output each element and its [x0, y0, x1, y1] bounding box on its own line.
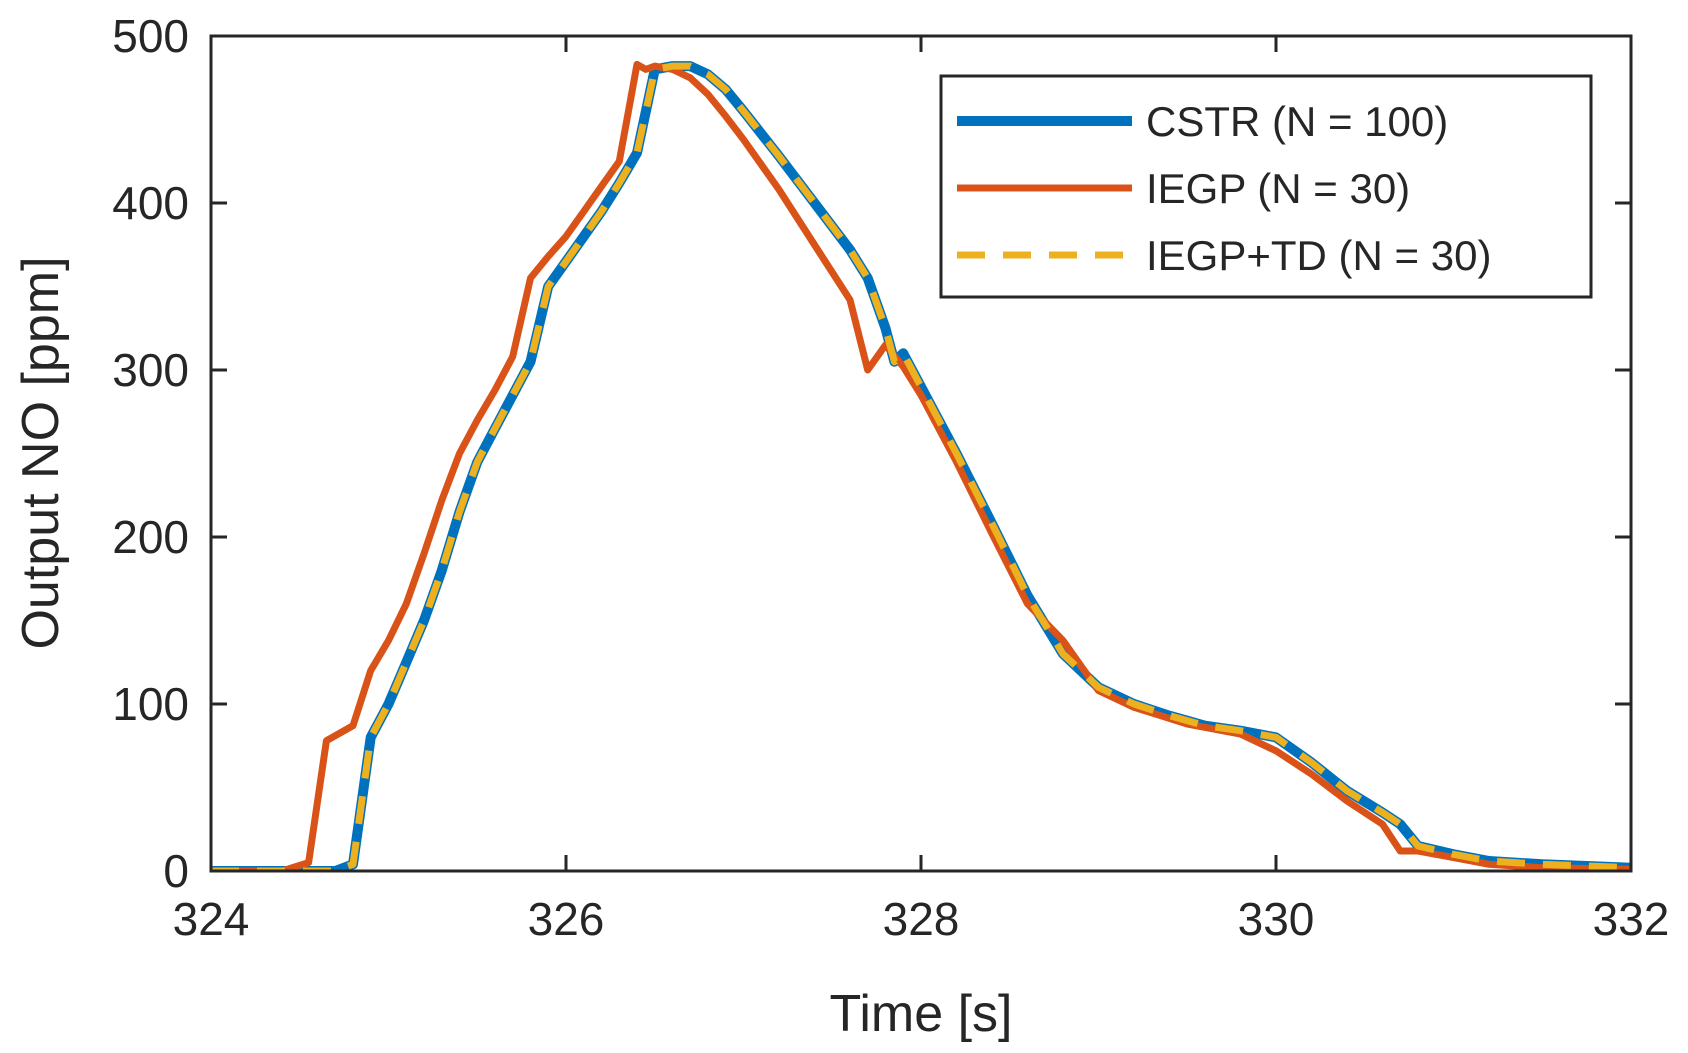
legend: CSTR (N = 100) IEGP (N = 30) IEGP+TD (N = … [939, 74, 1593, 299]
y-axis-ticks: 0 100 200 300 400 500 [112, 10, 1631, 897]
x-tick-label: 324 [173, 893, 250, 945]
y-tick-label: 300 [112, 344, 189, 396]
x-tick-label: 332 [1593, 893, 1670, 945]
x-tick-label: 330 [1238, 893, 1315, 945]
x-axis-label: Time [s] [830, 985, 1013, 1043]
x-tick-label: 328 [883, 893, 960, 945]
y-tick-label: 500 [112, 10, 189, 62]
x-axis-ticks: 324 326 328 330 332 [173, 36, 1670, 945]
y-tick-label: 0 [163, 845, 189, 897]
x-tick-label: 326 [528, 893, 605, 945]
series-line-iegp-td-n-30 [211, 62, 1631, 871]
y-tick-label: 400 [112, 177, 189, 229]
y-tick-label: 100 [112, 678, 189, 730]
legend-label: IEGP (N = 30) [1146, 165, 1410, 212]
series-layer [211, 60, 1631, 871]
legend-label: CSTR (N = 100) [1146, 98, 1448, 145]
legend-label: IEGP+TD (N = 30) [1146, 232, 1491, 279]
series-line-iegp-n-30 [211, 60, 1631, 871]
y-tick-label: 200 [112, 511, 189, 563]
y-axis-label: Output NO [ppm] [12, 256, 70, 649]
